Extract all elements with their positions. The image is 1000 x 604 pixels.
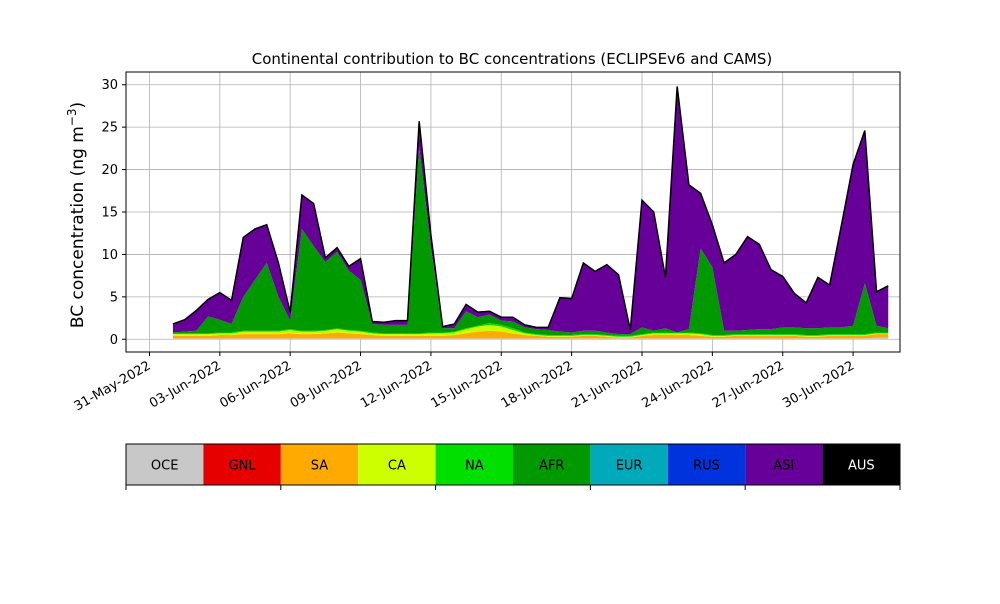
legend-label-rus: RUS <box>693 459 720 474</box>
y-tick-label: 25 <box>101 121 118 136</box>
x-tick-label: 30-Jun-2022 <box>780 358 857 411</box>
x-tick-label: 03-Jun-2022 <box>147 358 224 411</box>
y-axis-label-text: BC concentration (ng m <box>68 126 88 328</box>
x-tick-label: 15-Jun-2022 <box>428 358 505 411</box>
legend-label-sa: SA <box>311 459 328 474</box>
x-tick-label: 27-Jun-2022 <box>710 358 787 411</box>
area-series-na <box>172 323 889 337</box>
x-tick-label: 18-Jun-2022 <box>499 358 576 411</box>
total-line <box>172 86 889 331</box>
legend-label-eur: EUR <box>616 459 643 474</box>
y-axis-label-superscript: −3 <box>65 108 79 126</box>
legend-swatch-sa <box>280 444 359 485</box>
legend-swatch-aus <box>822 444 900 485</box>
legend-swatch-oce <box>126 444 204 485</box>
legend-label-ca: CA <box>388 459 406 474</box>
legend-swatch-asi <box>745 444 823 485</box>
y-tick-label: 15 <box>101 206 118 221</box>
x-tick-label: 09-Jun-2022 <box>288 358 365 411</box>
area-series-afr <box>172 146 889 336</box>
legend-swatch-eur <box>590 444 668 485</box>
x-tick-label: 21-Jun-2022 <box>569 358 646 411</box>
legend-label-asi: ASI <box>773 459 794 474</box>
legend-swatch-rus <box>667 444 746 485</box>
y-axis-label-close: ) <box>68 102 88 109</box>
y-tick-label: 10 <box>101 248 118 263</box>
area-layer <box>172 86 889 340</box>
legend-swatch-na <box>435 444 513 485</box>
legend-label-gnl: GNL <box>229 459 257 474</box>
legend-label-afr: AFR <box>539 459 564 474</box>
chart-title: Continental contribution to BC concentra… <box>252 50 773 68</box>
y-tick-label: 0 <box>110 333 118 348</box>
y-axis-label: BC concentration (ng m−3) <box>65 102 88 328</box>
area-series-ca <box>172 324 889 338</box>
legend-label-oce: OCE <box>151 459 179 474</box>
legend-swatch-ca <box>358 444 436 485</box>
y-tick-label: 5 <box>110 290 118 305</box>
legend-label-aus: AUS <box>848 459 875 474</box>
legend: OCE GNL SA CA NA AFR EUR RUS ASI AUS <box>125 443 901 490</box>
area-series-asi <box>172 86 889 335</box>
x-tick-label: 12-Jun-2022 <box>358 358 435 411</box>
legend-swatch-afr <box>513 444 591 485</box>
legend-frame <box>125 443 901 486</box>
x-tick-label: 06-Jun-2022 <box>217 358 294 411</box>
x-tick-label: 24-Jun-2022 <box>640 358 717 411</box>
legend-label-na: NA <box>465 459 484 474</box>
x-tick-label: 31-May-2022 <box>72 358 154 414</box>
axis-layer: 0 5 10 15 20 25 30 31-May-202203-Jun-202206-Jun… <box>72 71 901 414</box>
legend-swatch-gnl <box>203 444 281 485</box>
y-tick-label: 20 <box>101 163 118 178</box>
area-series-sa <box>172 330 889 339</box>
y-tick-label: 30 <box>101 78 118 93</box>
area-series-oce <box>172 337 889 340</box>
